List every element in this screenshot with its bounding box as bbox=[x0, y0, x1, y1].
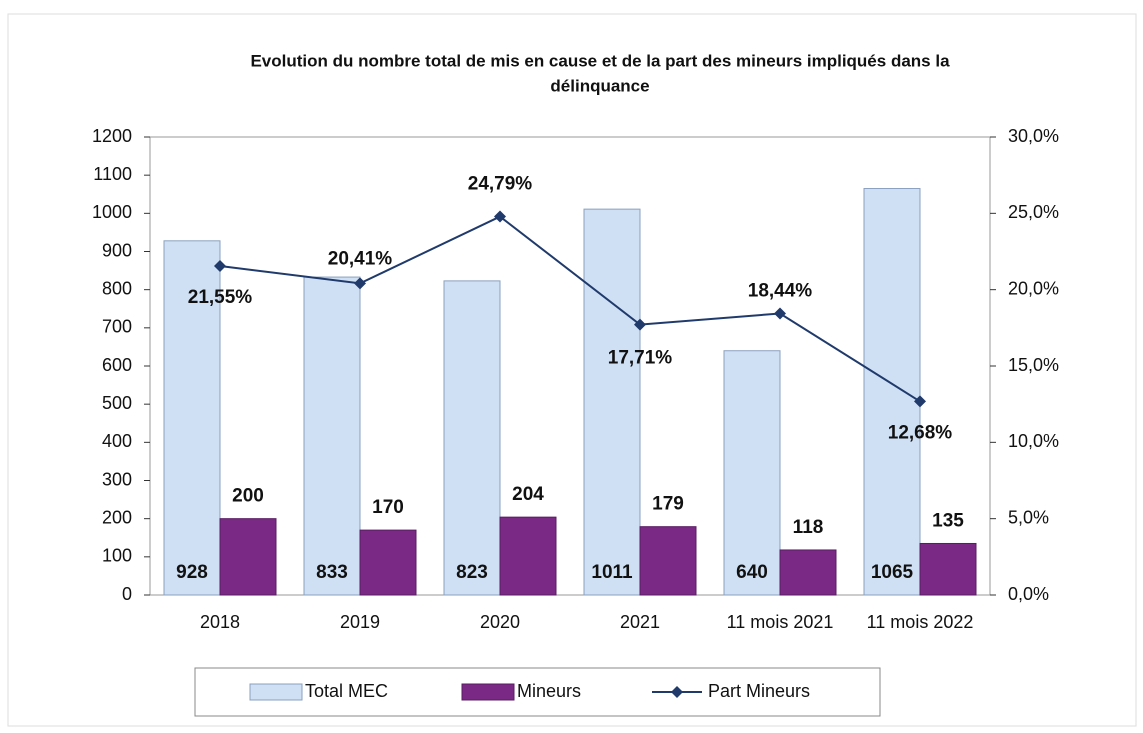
value-label: 12,68% bbox=[888, 422, 953, 443]
chart-title: Evolution du nombre total de mis en caus… bbox=[250, 51, 950, 70]
marker bbox=[914, 395, 926, 408]
bar bbox=[723, 350, 781, 596]
bar bbox=[639, 526, 697, 596]
marker bbox=[774, 307, 786, 320]
y-tick-label: 800 bbox=[102, 278, 132, 298]
frame bbox=[7, 13, 1137, 727]
value-label: 204 bbox=[512, 484, 544, 505]
y2-tick-label: 20,0% bbox=[1008, 278, 1059, 298]
value-label: 17,71% bbox=[608, 348, 673, 369]
line bbox=[219, 215, 921, 403]
y2-tick-label: 10,0% bbox=[1008, 431, 1059, 451]
legend-label: Total MEC bbox=[305, 681, 388, 701]
y-tick-label: 1100 bbox=[93, 164, 132, 184]
value-label: 1065 bbox=[871, 562, 914, 583]
bar bbox=[443, 280, 501, 596]
legend-label: Part Mineurs bbox=[708, 681, 810, 701]
bar bbox=[499, 516, 557, 596]
y2-tick-label: 15,0% bbox=[1008, 355, 1059, 375]
value-label: 179 bbox=[652, 494, 684, 515]
marker bbox=[214, 260, 226, 273]
bar bbox=[863, 188, 921, 596]
value-label: 200 bbox=[232, 486, 264, 507]
value-label: 928 bbox=[176, 562, 208, 583]
value-label: 21,55% bbox=[188, 287, 253, 308]
legend bbox=[194, 667, 881, 717]
bar bbox=[583, 208, 641, 596]
y-tick-label: 300 bbox=[102, 469, 132, 489]
value-label: 833 bbox=[316, 562, 348, 583]
x-tick-label: 2020 bbox=[480, 612, 520, 632]
marker bbox=[494, 210, 506, 223]
y-tick-label: 200 bbox=[102, 507, 132, 527]
bar bbox=[303, 276, 361, 596]
value-label: 640 bbox=[736, 562, 768, 583]
y-tick-label: 600 bbox=[102, 355, 132, 375]
value-label: 135 bbox=[932, 510, 964, 531]
y2-tick-label: 5,0% bbox=[1008, 507, 1049, 527]
x-tick-label: 2021 bbox=[620, 612, 660, 632]
value-label: 823 bbox=[456, 562, 488, 583]
y-tick-label: 100 bbox=[102, 546, 132, 566]
bar bbox=[779, 549, 837, 596]
y-tick-label: 500 bbox=[102, 393, 132, 413]
y-tick-label: 900 bbox=[102, 240, 132, 260]
legend-swatch bbox=[249, 683, 303, 701]
y2-tick-label: 0,0% bbox=[1008, 584, 1049, 604]
value-label: 1011 bbox=[591, 562, 633, 583]
y-tick-label: 1000 bbox=[92, 202, 132, 222]
value-label: 24,79% bbox=[468, 174, 533, 195]
value-label: 118 bbox=[793, 517, 824, 538]
marker bbox=[634, 318, 646, 331]
marker bbox=[354, 277, 366, 290]
y-tick-label: 1200 bbox=[92, 126, 132, 146]
value-label: 170 bbox=[372, 497, 404, 518]
legend-label: Mineurs bbox=[517, 681, 581, 701]
y2-tick-label: 30,0% bbox=[1008, 126, 1059, 146]
y-tick-label: 0 bbox=[122, 584, 132, 604]
bar bbox=[359, 529, 417, 596]
x-tick-label: 2018 bbox=[200, 612, 240, 632]
bar bbox=[219, 518, 277, 596]
legend-swatch bbox=[461, 683, 515, 701]
legend-swatch bbox=[671, 686, 683, 698]
x-tick-label: 11 mois 2022 bbox=[867, 612, 974, 632]
bar bbox=[919, 542, 977, 596]
value-label: 20,41% bbox=[328, 248, 393, 269]
chart-subtitle: délinquance bbox=[550, 76, 649, 95]
value-label: 18,44% bbox=[748, 280, 813, 301]
x-tick-label: 11 mois 2021 bbox=[727, 612, 834, 632]
y-tick-label: 700 bbox=[102, 317, 132, 337]
x-tick-label: 2019 bbox=[340, 612, 380, 632]
y-tick-label: 400 bbox=[102, 431, 132, 451]
bar bbox=[163, 240, 221, 596]
y2-tick-label: 25,0% bbox=[1008, 202, 1059, 222]
